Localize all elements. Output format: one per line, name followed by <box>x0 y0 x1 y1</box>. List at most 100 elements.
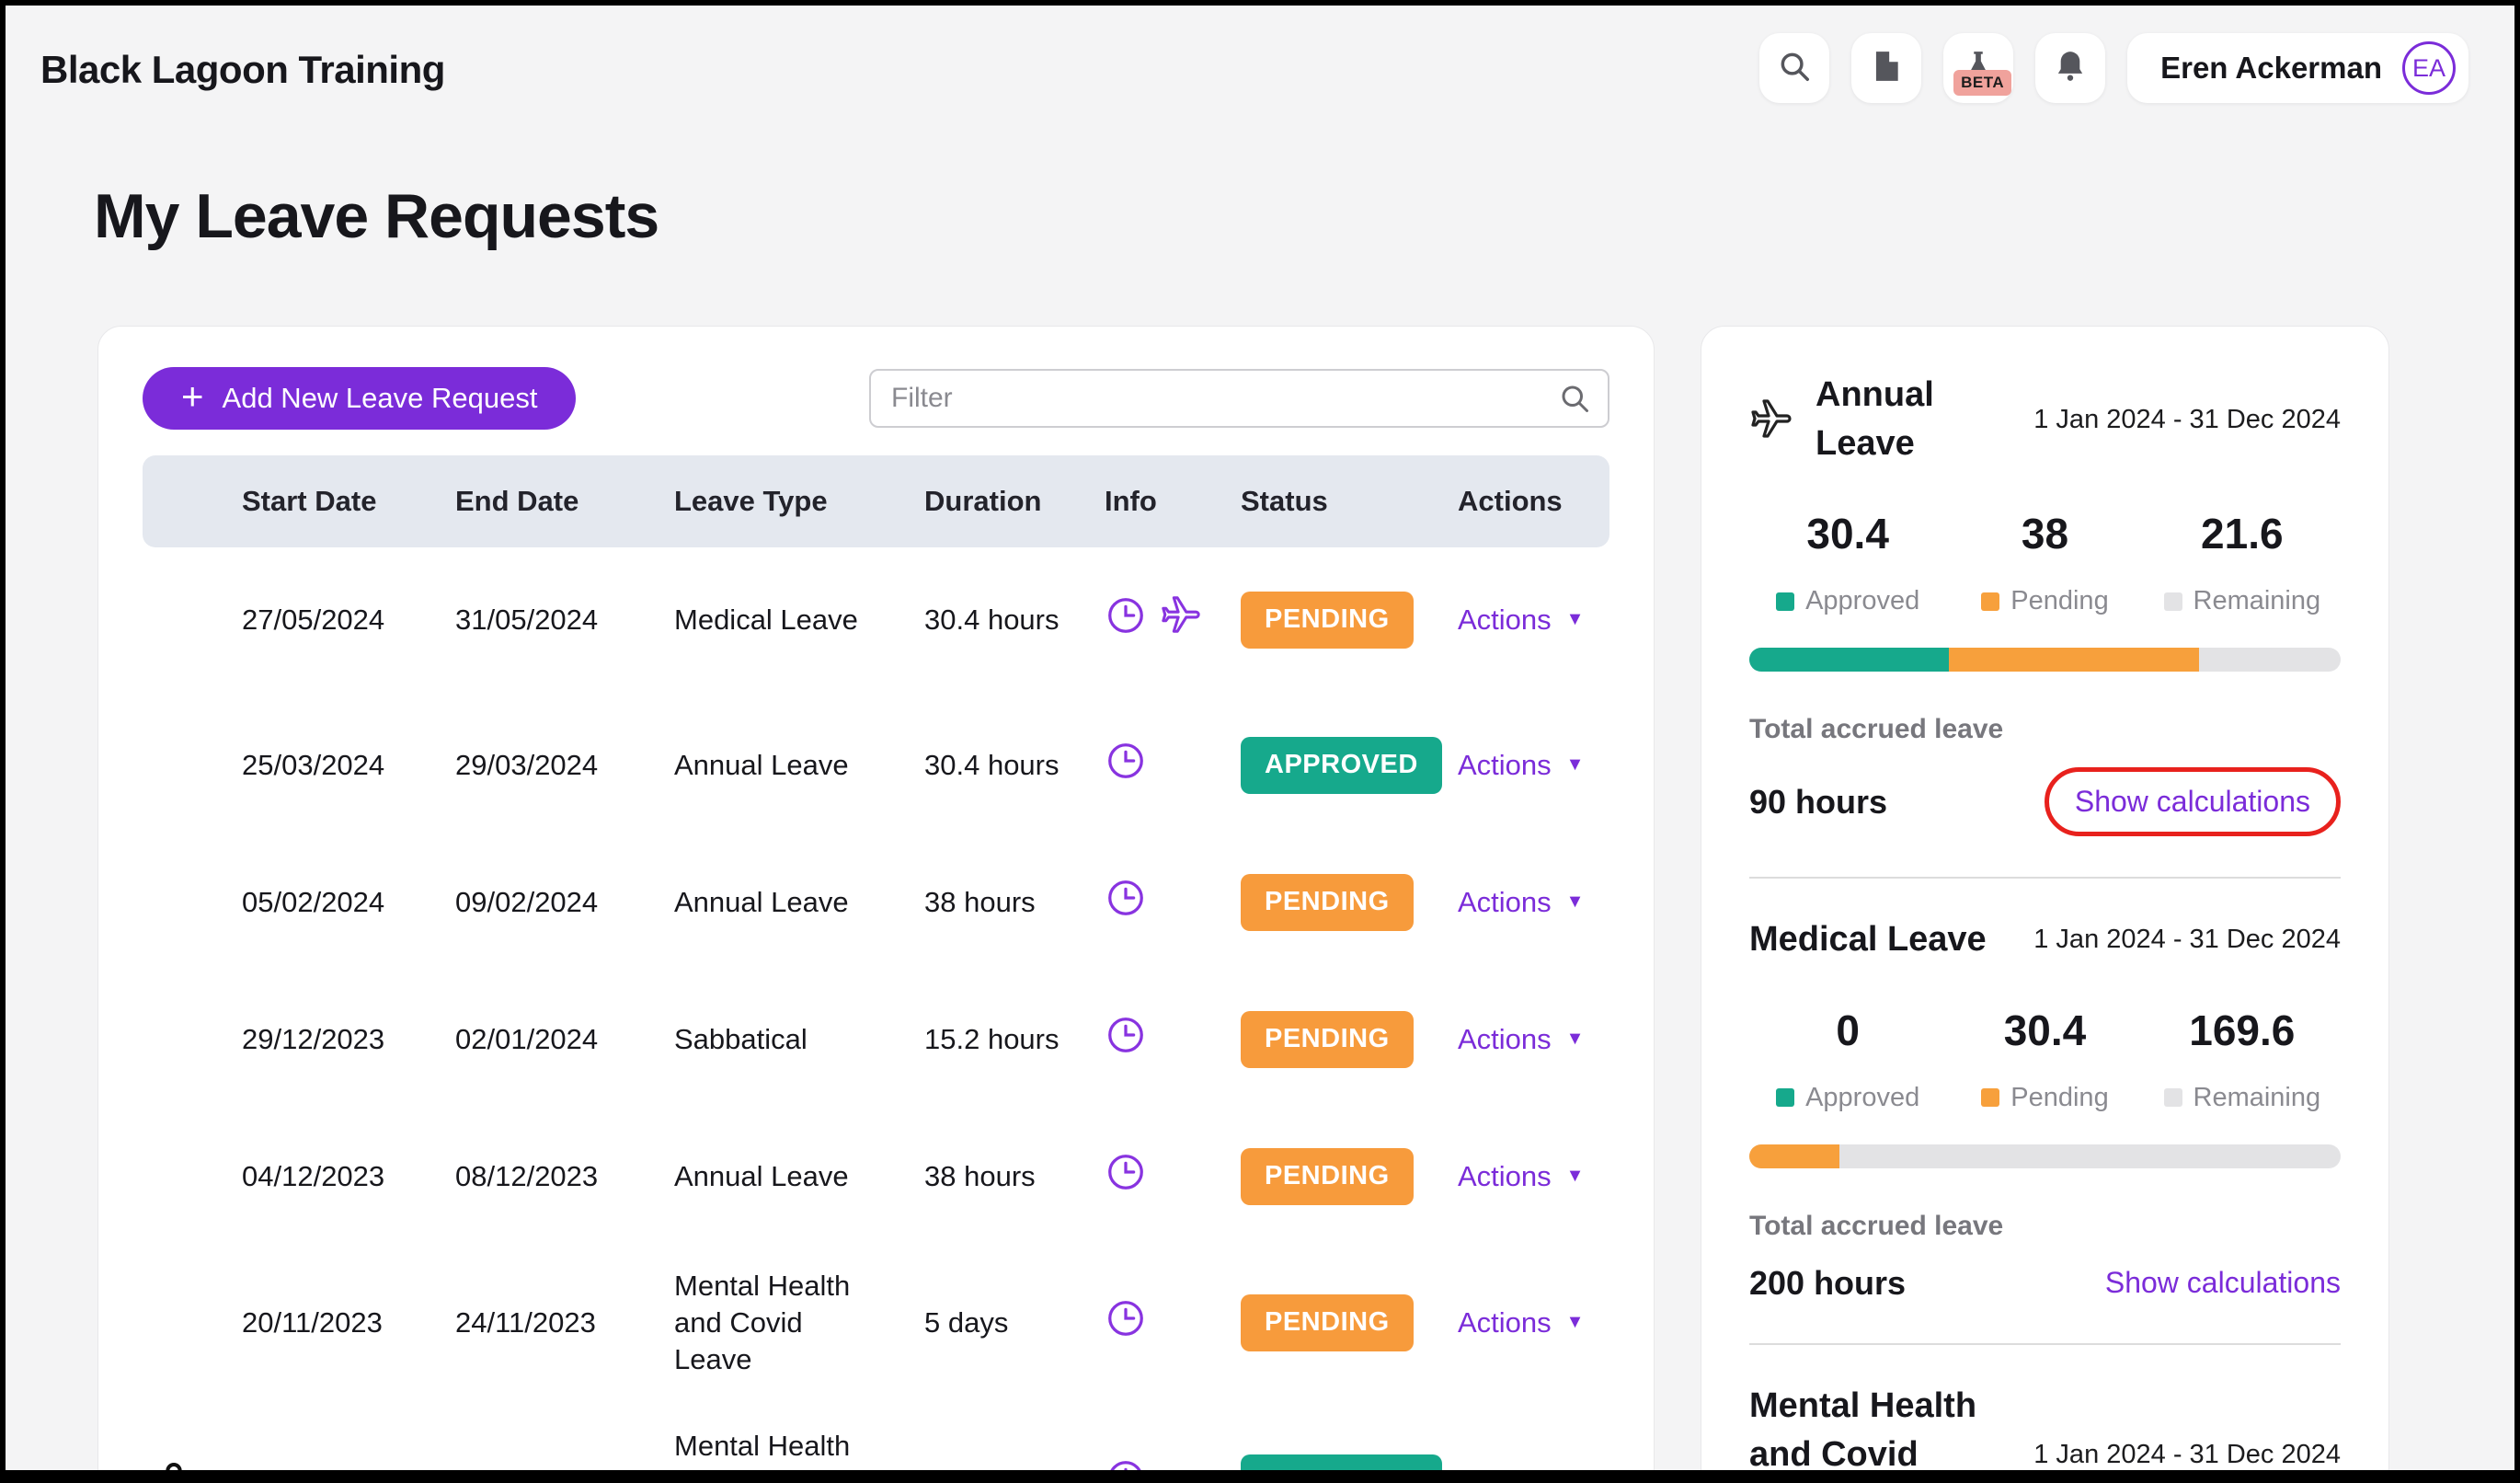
view-link[interactable]: View <box>1458 1466 1519 1470</box>
leave-type-cell: Annual Leave <box>674 885 849 918</box>
total-accrued-label: Total accrued leave <box>1749 714 2004 745</box>
balance-section-annual-leave: Annual Leave 1 Jan 2024 - 31 Dec 2024 30… <box>1749 371 2341 837</box>
pending-value: 30.4 <box>2003 1006 2087 1054</box>
start-date-cell: 26/10/2023 <box>242 1466 385 1483</box>
legend-pending: Pending <box>1946 586 2143 616</box>
chevron-down-icon: ▼ <box>1565 754 1585 776</box>
leave-type-cell: Annual Leave <box>674 748 849 781</box>
start-date-cell: 29/12/2023 <box>242 1022 385 1055</box>
clock-icon[interactable] <box>1105 1297 1147 1349</box>
divider <box>1749 1342 2341 1345</box>
legend-remaining: Remaining <box>2144 586 2341 616</box>
clock-icon[interactable] <box>1105 877 1147 928</box>
show-calculations-link[interactable]: Show calculations <box>2104 1266 2341 1300</box>
labs-button[interactable]: BETA <box>1943 33 2014 103</box>
actions-dropdown[interactable]: Actions ▼ <box>1458 748 1585 781</box>
organisation-button[interactable] <box>1851 33 1922 103</box>
leave-type-cell: Mental Health and Covid Leave <box>674 1269 851 1376</box>
content-area: + Add New Leave Request Start Date End D… <box>97 326 2470 1483</box>
table-row: 27/05/2024 31/05/2024 Medical Leave 30.4… <box>143 547 1609 693</box>
top-bar-actions: BETA Eren Ackerman EA <box>1759 33 2468 103</box>
duration-cell: 2 days <box>924 1466 1009 1483</box>
beta-badge: BETA <box>1953 70 2012 96</box>
section-period: 1 Jan 2024 - 31 Dec 2024 <box>2033 1439 2341 1469</box>
status-cell: PENDING <box>1241 874 1458 931</box>
clock-icon[interactable] <box>1105 1014 1147 1065</box>
info-cell <box>1105 740 1241 791</box>
actions-dropdown[interactable]: Actions ▼ <box>1458 1159 1585 1192</box>
remaining-swatch <box>2163 1088 2182 1108</box>
balance-progress-bar <box>1749 648 2341 673</box>
plane-icon[interactable] <box>1160 594 1202 646</box>
chevron-down-icon: ▼ <box>1565 1029 1585 1050</box>
section-period: 1 Jan 2024 - 31 Dec 2024 <box>2033 925 2341 955</box>
user-menu[interactable]: Eren Ackerman EA <box>2127 33 2468 103</box>
add-new-leave-request-button[interactable]: + Add New Leave Request <box>143 367 577 430</box>
actions-dropdown[interactable]: Actions ▼ <box>1458 885 1585 918</box>
clock-icon[interactable] <box>1105 1151 1147 1202</box>
actions-dropdown[interactable]: Actions ▼ <box>1458 1305 1585 1339</box>
legend-remaining: Remaining <box>2144 1083 2341 1113</box>
bell-icon <box>2053 49 2088 88</box>
lock-icon <box>155 1458 192 1470</box>
actions-dropdown[interactable]: Actions ▼ <box>1458 603 1585 636</box>
page-title: My Leave Requests <box>94 181 659 251</box>
duration-cell: 15.2 hours <box>924 1022 1060 1055</box>
status-cell: PENDING <box>1241 1011 1458 1068</box>
chevron-down-icon: ▼ <box>1565 1312 1585 1333</box>
col-header-end-date: End Date <box>455 485 579 517</box>
approved-segment <box>1749 648 1950 673</box>
leave-requests-card: + Add New Leave Request Start Date End D… <box>97 326 1655 1483</box>
notifications-button[interactable] <box>2035 33 2106 103</box>
end-date-cell: 09/02/2024 <box>455 885 599 918</box>
info-cell <box>1105 877 1241 928</box>
clock-icon[interactable] <box>1105 740 1147 791</box>
plane-icon <box>1749 397 1793 442</box>
approved-swatch <box>1776 1088 1795 1108</box>
clock-icon[interactable] <box>1105 594 1147 646</box>
status-cell: APPROVED <box>1241 737 1458 794</box>
status-badge: PENDING <box>1241 592 1414 649</box>
section-title: Medical Leave <box>1749 920 1987 960</box>
filter-input[interactable] <box>869 369 1609 428</box>
pending-swatch <box>1981 1088 2000 1108</box>
duration-cell: 30.4 hours <box>924 603 1060 636</box>
table-row: 20/11/2023 24/11/2023 Mental Health and … <box>143 1241 1609 1405</box>
user-name: Eren Ackerman <box>2160 51 2382 85</box>
remaining-value: 21.6 <box>2201 510 2284 558</box>
info-cell <box>1105 1014 1241 1065</box>
start-date-cell: 04/12/2023 <box>242 1159 385 1192</box>
leave-type-cell: Mental Health and Covid Leave <box>674 1429 851 1483</box>
clock-icon[interactable] <box>1105 1457 1147 1470</box>
section-title: Mental Health and Covid Leave <box>1749 1385 1977 1474</box>
status-badge: PENDING <box>1241 874 1414 931</box>
col-header-start-date: Start Date <box>242 485 377 517</box>
duration-cell: 38 hours <box>924 1159 1036 1192</box>
start-date-cell: 25/03/2024 <box>242 748 385 781</box>
col-header-status: Status <box>1241 485 1328 517</box>
pending-value: 38 <box>2021 510 2069 558</box>
actions-dropdown[interactable]: Actions ▼ <box>1458 1022 1585 1055</box>
show-calculations-link[interactable]: Show calculations <box>2074 785 2310 819</box>
app-title: Black Lagoon Training <box>40 48 445 91</box>
total-accrued-value: 200 hours <box>1749 1263 1907 1302</box>
table-row: 05/02/2024 09/02/2024 Annual Leave 38 ho… <box>143 838 1609 967</box>
status-badge: APPROVED <box>1241 1454 1442 1470</box>
legend-pending: Pending <box>1946 1083 2143 1113</box>
status-badge: APPROVED <box>1241 737 1442 794</box>
status-cell: PENDING <box>1241 1294 1458 1351</box>
table-row: 04/12/2023 08/12/2023 Annual Leave 38 ho… <box>143 1112 1609 1241</box>
balance-section-medical-leave: Medical Leave 1 Jan 2024 - 31 Dec 2024 0… <box>1749 915 2341 1302</box>
end-date-cell: 02/01/2024 <box>455 1022 599 1055</box>
filter-field-wrap <box>869 369 1609 428</box>
approved-value: 0 <box>1836 1006 1860 1054</box>
info-cell <box>1105 1297 1241 1349</box>
search-button[interactable] <box>1759 33 1830 103</box>
end-date-cell: 24/11/2023 <box>455 1305 596 1339</box>
end-date-cell: 08/12/2023 <box>455 1159 599 1192</box>
total-accrued-label: Total accrued leave <box>1749 1210 2004 1241</box>
start-date-cell: 20/11/2023 <box>242 1305 383 1339</box>
remaining-swatch <box>2163 592 2182 611</box>
leave-type-cell: Medical Leave <box>674 603 858 636</box>
